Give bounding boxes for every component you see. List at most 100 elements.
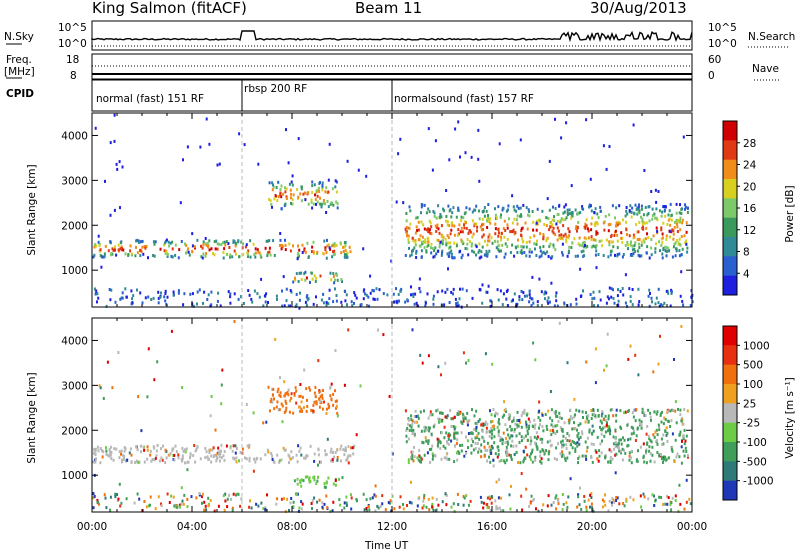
velocity-cell [465,361,467,365]
power-cell [248,293,251,297]
power-cell [634,241,637,245]
power-cell [157,290,160,294]
velocity-cell [566,456,569,460]
velocity-cell [634,419,637,423]
power-cell [414,216,417,220]
velocity-cell [338,477,340,481]
power-cell [324,202,327,206]
velocity-cell [413,432,416,436]
power-cell [435,229,438,233]
power-cell [425,250,428,254]
velocity-cell [656,410,659,414]
velocity-cell [181,457,184,461]
velocity-cell [330,382,333,386]
power-cell [594,207,597,211]
power-cell [299,291,301,295]
velocity-cell [531,460,534,464]
power-cell [550,281,553,285]
velocity-cell [627,438,630,442]
velocity-cell [237,492,240,496]
velocity-cell [590,456,593,460]
velocity-cell [449,433,452,437]
velocity-cell [264,506,267,510]
velocity-cell [635,458,638,462]
velocity-cell [319,395,322,398]
velocity-cell [377,506,380,510]
velocity-cell [549,390,552,393]
velocity-cell [558,411,561,415]
velocity-cell [290,396,293,400]
velocity-cell [503,459,506,463]
velocity-cell [241,447,244,451]
power-cell [678,211,681,215]
power-cell [569,303,572,307]
power-cell [233,249,236,253]
velocity-cell [210,454,213,458]
velocity-cell [181,446,184,450]
power-cell [645,221,648,225]
power-cell [276,199,279,203]
power-cell [635,208,638,211]
velocity-cell [526,429,529,433]
power-cell [514,245,517,249]
power-cell [655,200,658,204]
power-cell [539,232,542,236]
velocity-cell [310,502,313,505]
power-cell [115,162,118,166]
power-cell [159,247,162,251]
velocity-cell [561,508,564,512]
velocity-cell [607,429,609,433]
velocity-cell [532,425,535,428]
power-cell [319,196,321,200]
power-cell [639,254,641,258]
power-cell [284,202,287,206]
velocity-cell [496,507,499,510]
velocity-cell [93,447,96,451]
power-cell [233,292,236,296]
power-cell [522,245,525,249]
velocity-cell [200,495,203,499]
power-cell [598,239,601,243]
velocity-cell [300,507,303,511]
power-cell [333,281,336,285]
power-cell [329,271,332,275]
velocity-cell [683,507,686,511]
power-cell [332,275,335,279]
power-cell [629,253,632,257]
velocity-cell [134,461,137,464]
power-cell [631,253,634,257]
power-cell [628,209,631,213]
power-cell [545,239,548,243]
power-cell [673,220,676,224]
velocity-cell [109,508,112,512]
power-cell [515,209,518,213]
power-cell [606,295,609,299]
velocity-cell [117,497,120,501]
velocity-cell [620,451,622,455]
power-cell [522,291,525,295]
velocity-cell [210,395,213,398]
velocity-cell [137,395,140,399]
power-cell [522,240,525,244]
power-cell [322,201,325,205]
velocity-cell [411,432,414,435]
velocity-cell [453,509,456,513]
velocity-cell [658,454,661,458]
power-cell [468,229,471,233]
velocity-cell [338,498,341,502]
velocity-cell [541,437,544,441]
power-cell [646,232,648,236]
power-cell [596,222,599,226]
power-cell [487,214,489,217]
velocity-cell [407,423,410,427]
velocity-cell [252,411,255,415]
power-cell [343,253,346,256]
power-cell [462,242,465,246]
power-cell [614,229,617,233]
power-cell [254,247,257,251]
power-cell [269,199,272,203]
power-cell [577,242,580,246]
velocity-cell [611,408,614,411]
velocity-cell [253,457,255,461]
power-cell [484,239,486,243]
